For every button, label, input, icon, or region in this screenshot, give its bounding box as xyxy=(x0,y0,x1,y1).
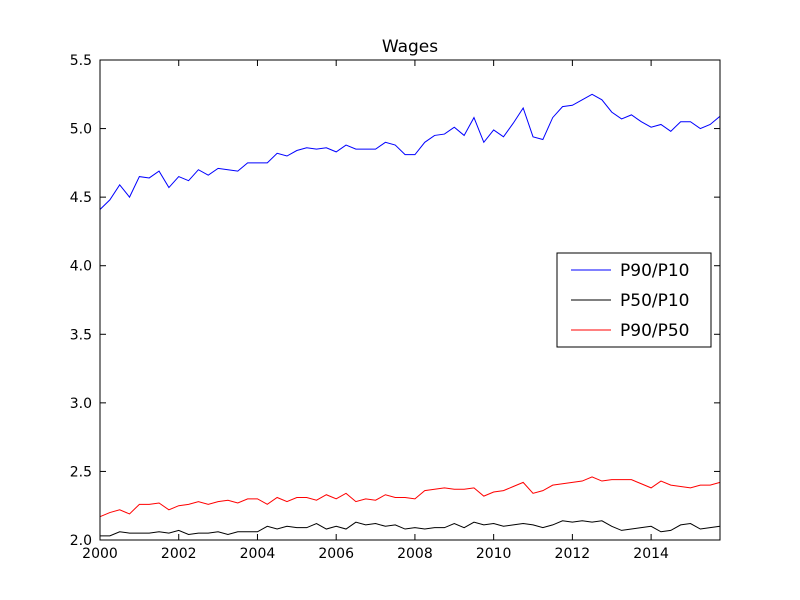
y-tick-label: 4.0 xyxy=(70,259,92,275)
x-axis-tick-labels: 2000 2002 2004 2006 2008 2010 2012 2014 xyxy=(82,546,669,562)
series-line-2 xyxy=(100,520,721,537)
x-tick-label: 2004 xyxy=(240,546,276,562)
series-layer xyxy=(99,93,721,537)
y-tick-label: 4.5 xyxy=(70,190,92,206)
legend-label: P90/P10 xyxy=(620,261,690,281)
y-tick-label: 3.0 xyxy=(70,396,92,412)
series-line-3 xyxy=(99,476,721,518)
y-tick-label: 2.5 xyxy=(70,464,92,480)
y-tick-label: 5.0 xyxy=(70,122,92,138)
legend-label: P90/P50 xyxy=(620,321,690,341)
chart-title: Wages xyxy=(382,37,438,57)
x-tick-label: 2000 xyxy=(82,546,118,562)
x-tick-label: 2008 xyxy=(397,546,433,562)
x-tick-label: 2006 xyxy=(318,546,354,562)
x-tick-label: 2010 xyxy=(476,546,512,562)
x-tick-label: 2002 xyxy=(161,546,197,562)
legend: P90/P10 P50/P10 P90/P50 xyxy=(556,252,712,348)
plot-area-frame xyxy=(99,59,721,541)
legend-label: P50/P10 xyxy=(620,291,690,311)
y-axis-tick-labels: 2.0 2.5 3.0 3.5 4.0 4.5 5.0 5.5 xyxy=(70,53,92,549)
axis-ticks xyxy=(99,59,720,541)
y-tick-label: 5.5 xyxy=(70,53,92,69)
x-tick-label: 2012 xyxy=(555,546,591,562)
y-tick-label: 2.0 xyxy=(70,533,92,549)
y-tick-label: 3.5 xyxy=(70,327,92,343)
x-tick-label: 2014 xyxy=(633,546,669,562)
series-line-1 xyxy=(99,93,721,210)
